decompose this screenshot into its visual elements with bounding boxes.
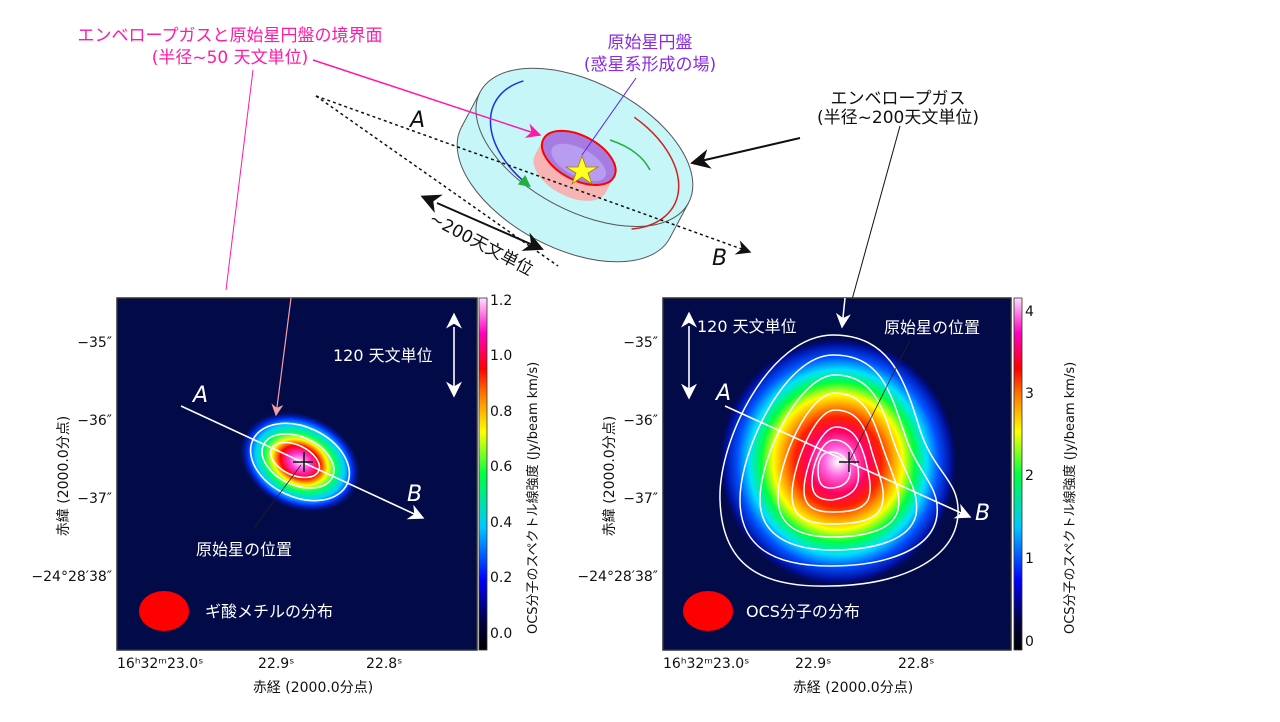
scale-label: 120 天文単位 bbox=[697, 317, 797, 336]
ytick: −24°28′38″ bbox=[577, 569, 658, 585]
cbar-tick: 0 bbox=[1025, 634, 1034, 650]
emission-blob bbox=[718, 337, 958, 587]
xtick: 22.8ˢ bbox=[898, 656, 934, 672]
protostar-position-label: 原始星の位置 bbox=[884, 318, 980, 337]
colorbar bbox=[478, 297, 488, 651]
contours bbox=[719, 334, 959, 587]
ytick: −37″ bbox=[77, 491, 112, 507]
xtick: 22.9ˢ bbox=[258, 656, 294, 672]
green-rotation-arrow bbox=[609, 139, 651, 171]
y-axis-label: 赤緯 (2000.0分点) bbox=[56, 416, 72, 536]
envelope-sub-label: (半径~200天文単位) bbox=[817, 108, 979, 128]
cbar-tick: 0.6 bbox=[490, 459, 512, 475]
map-point-a: A bbox=[714, 381, 731, 406]
cbar-tick: 1 bbox=[1025, 551, 1034, 567]
disk-label: 原始星円盤 bbox=[608, 33, 693, 53]
beam-ellipse bbox=[139, 591, 189, 631]
diagram-point-a: A bbox=[408, 108, 425, 133]
cbar-label: OCS分子のスペクトル線強度 (Jy/beam km/s) bbox=[525, 362, 541, 634]
x-axis-label: 赤経 (2000.0分点) bbox=[253, 680, 373, 696]
colorbar bbox=[1013, 297, 1023, 651]
cbar-tick: 3 bbox=[1025, 386, 1034, 402]
cbar-tick: 0.2 bbox=[490, 570, 512, 586]
cbar-tick: 2 bbox=[1025, 468, 1034, 484]
cbar-tick: 0.8 bbox=[490, 404, 512, 420]
diagram-point-b: B bbox=[712, 246, 727, 271]
cbar-tick: 4 bbox=[1025, 304, 1034, 320]
cbar-tick: 1.0 bbox=[490, 348, 512, 364]
y-axis-label: 赤緯 (2000.0分点) bbox=[602, 416, 618, 536]
methyl-formate-map-panel: A B 原始星の位置 120 天文単位 ギ酸メチルの分布 1.2 1.0 0.8… bbox=[31, 293, 541, 696]
map-point-b: B bbox=[975, 501, 990, 526]
map-point-a: A bbox=[191, 383, 208, 408]
cbar-tick: 0.4 bbox=[490, 515, 512, 531]
dashed-axis-arrow bbox=[315, 95, 752, 255]
ytick: −35″ bbox=[77, 335, 112, 351]
ytick: −36″ bbox=[77, 413, 112, 429]
protostar-position-label: 原始星の位置 bbox=[196, 540, 292, 559]
scale-label: 120 天文単位 bbox=[333, 346, 433, 365]
envelope-disk-schematic: A B ~200天文単位 エンベロープガスと原始星円盤の境界面 (半径~50 天… bbox=[78, 26, 979, 326]
envelope-label: エンベロープガス bbox=[831, 89, 966, 109]
beam-ellipse bbox=[683, 591, 733, 631]
legend-label: OCS分子の分布 bbox=[746, 602, 860, 621]
xtick: 22.8ˢ bbox=[366, 656, 402, 672]
cbar-tick: 0.0 bbox=[490, 626, 512, 642]
boundary-sub-label: (半径~50 天文単位) bbox=[152, 48, 309, 68]
xtick: 16ʰ32ᵐ23.0ˢ bbox=[117, 656, 203, 672]
ytick: −37″ bbox=[623, 491, 658, 507]
ytick: −35″ bbox=[623, 335, 658, 351]
boundary-label: エンベロープガスと原始星円盤の境界面 bbox=[78, 26, 383, 46]
cbar-label: OCS分子のスペクトル線強度 (Jy/beam km/s) bbox=[1062, 362, 1078, 634]
protostar-star-icon bbox=[564, 154, 600, 186]
ytick: −36″ bbox=[623, 413, 658, 429]
ytick: −24°28′38″ bbox=[31, 569, 112, 585]
x-axis-label: 赤経 (2000.0分点) bbox=[793, 680, 913, 696]
map-point-b: B bbox=[407, 482, 422, 507]
disk-sub-label: (惑星系形成の場) bbox=[584, 55, 716, 75]
xtick: 22.9ˢ bbox=[795, 656, 831, 672]
cbar-tick: 1.2 bbox=[490, 293, 512, 309]
protostar-cross-icon bbox=[839, 452, 859, 472]
protostar-cross-icon bbox=[293, 452, 313, 472]
legend-label: ギ酸メチルの分布 bbox=[205, 602, 333, 621]
ocs-map-panel: A B 原始星の位置 120 天文単位 OCS分子の分布 4 3 2 1 0 O… bbox=[577, 297, 1078, 696]
xtick: 16ʰ32ᵐ23.0ˢ bbox=[663, 656, 749, 672]
